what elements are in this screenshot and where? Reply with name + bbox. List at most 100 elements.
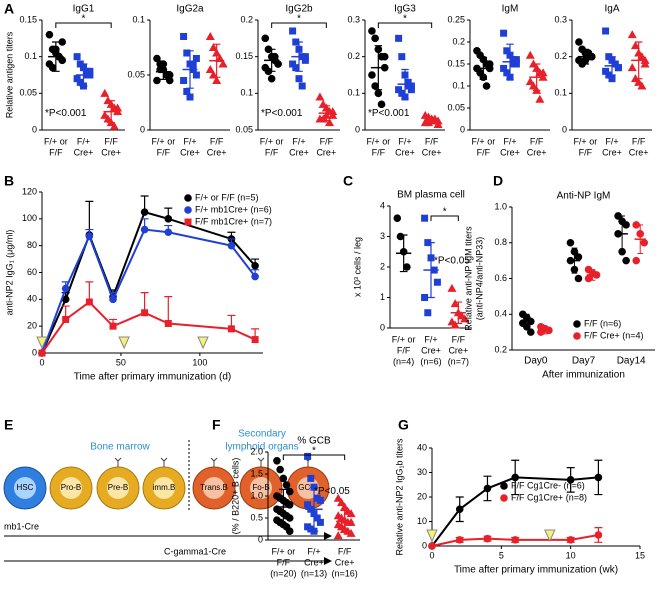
marker — [374, 89, 383, 98]
marker — [537, 328, 545, 336]
x-tick-label: 15 — [635, 550, 645, 560]
x-tick-label: Day7 — [572, 356, 596, 367]
marker — [325, 118, 335, 127]
x-tick-label: (n=6) — [420, 356, 441, 366]
marker — [251, 272, 259, 281]
x-tick-label: Cre+ — [180, 147, 200, 157]
x-tick-label: 50 — [116, 357, 126, 367]
chart-title: IgG2a — [176, 4, 204, 15]
panel-label: D — [493, 173, 503, 189]
bracket — [282, 454, 346, 460]
x-tick-label: F/F — [265, 147, 279, 157]
marker — [632, 221, 641, 229]
x-tick-label: F/F — [372, 147, 386, 157]
marker — [566, 238, 575, 247]
chart-title: IgA — [604, 4, 619, 15]
marker — [285, 527, 294, 535]
error-bar — [51, 41, 60, 72]
y-tick-label: 20 — [27, 321, 37, 331]
y-axis-label: Relative antigen titers — [4, 31, 14, 118]
marker — [511, 473, 519, 482]
x-tick-label: F/F — [338, 546, 352, 556]
marker — [62, 315, 70, 323]
marker — [208, 70, 218, 79]
x-tick-label: F/F — [49, 147, 63, 157]
marker — [433, 278, 441, 286]
marker — [186, 93, 194, 101]
marker — [368, 27, 376, 35]
x-tick-label: Day14 — [617, 356, 646, 367]
x-tick-label: F/+ — [183, 136, 196, 146]
error-bar — [401, 68, 409, 100]
error-bar — [107, 100, 116, 124]
marker — [274, 60, 282, 68]
marker — [205, 32, 215, 40]
marker — [289, 27, 297, 35]
marker — [86, 67, 94, 75]
nucleus — [203, 477, 225, 499]
error-bar — [571, 247, 578, 274]
marker — [404, 82, 412, 90]
series-line — [431, 533, 599, 547]
legend-label: F/F (n=6) — [584, 318, 621, 328]
x-tick-label: F/+ or — [44, 136, 68, 146]
y-tick-label: 0.2 — [347, 51, 360, 61]
error-bar — [581, 48, 590, 65]
x-tick-label: Cre+ — [335, 557, 355, 567]
x-tick-label: F/+ or — [471, 136, 495, 146]
marker — [574, 253, 583, 261]
marker — [227, 241, 236, 250]
bracket — [377, 22, 433, 28]
panel-label: E — [4, 417, 13, 433]
marker — [424, 309, 432, 317]
nucleus — [14, 477, 36, 499]
error-bar — [374, 45, 383, 91]
marker — [637, 81, 647, 90]
marker — [183, 88, 191, 95]
marker — [289, 60, 297, 68]
panel-label: A — [4, 1, 14, 17]
immunization-marker — [197, 336, 209, 350]
marker — [450, 320, 460, 329]
marker — [85, 232, 94, 241]
diagram: Bone marrow Secondary lymphoid organs HS… — [3, 429, 332, 565]
cell-label: Pro-B — [61, 483, 81, 492]
x-tick-label: F/+ or — [260, 136, 284, 146]
marker — [164, 228, 173, 237]
marker — [403, 263, 411, 271]
x-tick-label: F/+ — [292, 136, 305, 146]
y-tick-label: 0.15 — [235, 51, 253, 61]
marker — [535, 94, 545, 103]
marker — [336, 498, 346, 507]
marker — [574, 274, 583, 283]
error-bar — [279, 488, 288, 526]
cell-label: GC B — [298, 483, 318, 492]
marker — [184, 218, 192, 226]
y-tick-label: 100 — [22, 213, 37, 223]
y-axis-label: x 10³ cells / leg — [352, 237, 362, 297]
marker — [189, 60, 197, 68]
marker — [162, 71, 171, 79]
x-tick-label: 100 — [192, 357, 207, 367]
marker — [205, 65, 215, 73]
marker — [61, 284, 70, 293]
marker — [622, 256, 630, 265]
marker — [333, 531, 343, 540]
marker — [398, 53, 406, 61]
y-tick-label: 0.3 — [554, 14, 567, 24]
y-tick-label: 0.25 — [447, 14, 465, 24]
marker — [165, 76, 174, 85]
y-tick-label: 10 — [417, 516, 427, 526]
marker — [525, 50, 535, 59]
chart-title: % GCB — [297, 436, 331, 447]
x-tick-label: (n=13) — [301, 568, 327, 578]
cell-label: imm.B — [153, 483, 176, 492]
marker — [640, 59, 650, 68]
marker — [285, 487, 294, 496]
marker — [100, 88, 110, 97]
y-tick-label: 0.05 — [235, 124, 253, 134]
marker — [208, 43, 218, 51]
x-tick-label: Cre+ — [527, 147, 547, 157]
marker — [192, 55, 200, 62]
